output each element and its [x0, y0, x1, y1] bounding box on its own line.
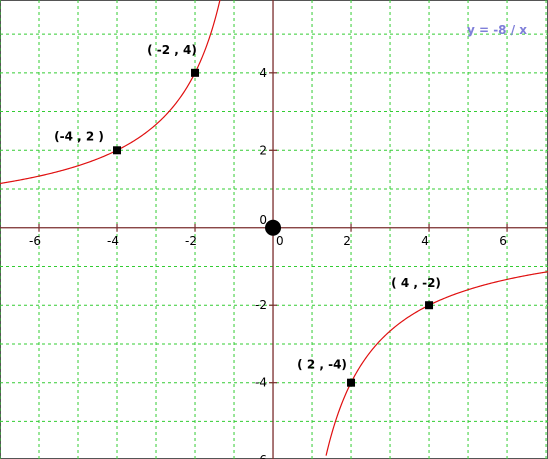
- point-label: ( -2 , 4): [147, 43, 197, 57]
- x-tick-label: -4: [107, 234, 119, 248]
- point-label: ( 4 , -2): [391, 276, 441, 290]
- origin-marker: [265, 219, 282, 236]
- y-tick-label: 2: [259, 143, 267, 157]
- x-tick-label: -6: [29, 234, 41, 248]
- y-tick-label: -6: [255, 453, 267, 459]
- curve-branch: [0, 0, 221, 185]
- tick-labels: -6 -4 -2 0 2 4 6 -6 -4 -2 0 2 4: [29, 66, 507, 459]
- y-tick-label: -4: [255, 376, 267, 390]
- equation-label: y = -8 / x: [467, 23, 527, 37]
- curve-branch: [325, 271, 548, 456]
- x-tick-label: -2: [185, 234, 197, 248]
- y-tick-label: -2: [255, 298, 267, 312]
- x-tick-label: 0: [276, 234, 284, 248]
- y-tick-label: 0: [259, 213, 267, 227]
- x-tick-label: 4: [421, 234, 429, 248]
- point-label: (-4 , 2 ): [54, 129, 104, 143]
- points: ( -2 , 4) (-4 , 2 ) ( 2 , -4) ( 4 , -2): [54, 43, 441, 387]
- data-point: [113, 146, 122, 155]
- data-point: [347, 378, 356, 387]
- y-tick-label: 4: [259, 66, 267, 80]
- x-tick-label: 6: [499, 234, 507, 248]
- x-tick-label: 2: [343, 234, 351, 248]
- data-point: [191, 68, 200, 77]
- data-point: [425, 301, 434, 310]
- point-label: ( 2 , -4): [297, 358, 347, 372]
